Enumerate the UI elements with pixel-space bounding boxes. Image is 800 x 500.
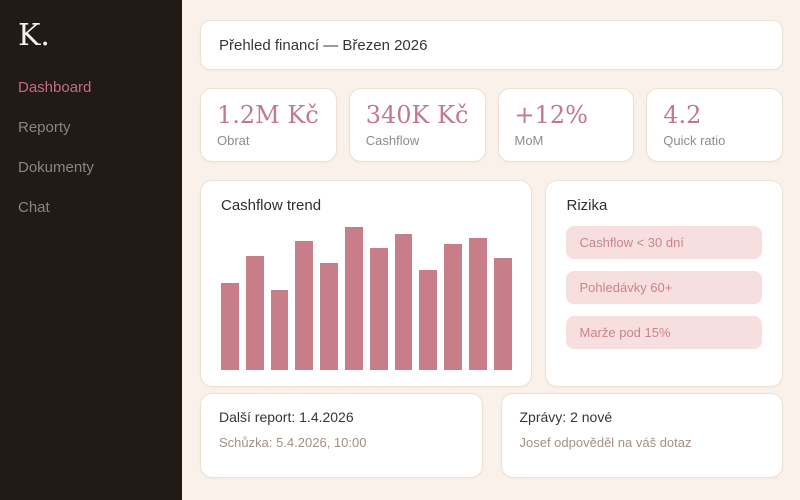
stat-label: MoM <box>514 133 544 149</box>
stat-card-mom: +12% MoM <box>497 88 635 162</box>
chart-bar-5 <box>320 262 338 370</box>
chart-bar-2 <box>245 255 264 370</box>
bottom-row: Další report: 1.4.2026 Schůzka: 5.4.2026… <box>200 393 783 478</box>
sidebar: K. Dashboard Reporty Dokumenty Chat <box>0 0 182 500</box>
chart-title: Cashflow trend <box>221 197 322 214</box>
chart-bar-4 <box>295 241 314 370</box>
sidebar-nav: Dashboard Reporty Dokumenty Chat <box>18 75 182 220</box>
stats-row: 1.2M Kč Obrat 340K Kč Cashflow +12% MoM 4.2 Qui… <box>200 88 783 162</box>
page-title: Přehled financí — Březen 2026 <box>219 36 428 54</box>
chart-bar-7 <box>369 248 388 370</box>
sidebar-item-chat[interactable]: Chat <box>18 199 50 216</box>
cashflow-trend-card: Cashflow trend <box>200 180 533 387</box>
middle-row: Cashflow trend Rizika Cashflow < 30 dní P… <box>200 180 783 387</box>
chart-bar-6 <box>344 227 363 370</box>
sidebar-item-reporty[interactable]: Reporty <box>18 119 71 136</box>
chart-bar-8 <box>394 234 413 370</box>
cashflow-bar-chart <box>221 227 512 370</box>
sidebar-item-dokumenty[interactable]: Dokumenty <box>18 159 94 176</box>
page-header-card: Přehled financí — Březen 2026 <box>200 20 783 70</box>
stat-value: 340K Kč <box>365 101 469 129</box>
next-report-title: Další report: 1.4.2026 <box>219 409 354 425</box>
chart-bar-9 <box>419 269 438 370</box>
stat-label: Quick ratio <box>663 133 726 149</box>
chart-bar-3 <box>270 289 289 370</box>
risk-pill-3: Marže pod 15% <box>566 316 762 349</box>
risk-pill-2: Pohledávky 60+ <box>566 271 762 304</box>
risks-card: Rizika Cashflow < 30 dní Pohledávky 60+ Ma… <box>545 180 783 387</box>
sidebar-item-dashboard[interactable]: Dashboard <box>18 79 92 96</box>
stat-value: 4.2 <box>663 101 702 129</box>
messages-subtitle: Josef odpověděl na váš dotaz <box>519 435 692 450</box>
risks-title: Rizika <box>566 197 608 214</box>
app-logo: K. <box>18 18 50 53</box>
next-report-card: Další report: 1.4.2026 Schůzka: 5.4.2026… <box>200 393 483 478</box>
stat-label: Cashflow <box>365 133 420 149</box>
stat-label: Obrat <box>217 133 250 149</box>
chart-bar-11 <box>468 238 487 370</box>
chart-bar-12 <box>493 258 512 370</box>
next-meeting-subtitle: Schůzka: 5.4.2026, 10:00 <box>219 435 367 450</box>
chart-bar-10 <box>444 244 462 370</box>
stat-value: 1.2M Kč <box>217 101 319 129</box>
risk-pill-1: Cashflow < 30 dní <box>566 226 762 259</box>
messages-card: Zprávy: 2 nové Josef odpověděl na váš do… <box>500 393 783 478</box>
chart-bar-1 <box>221 282 239 370</box>
stat-card-obrat: 1.2M Kč Obrat <box>200 88 337 162</box>
risks-list: Cashflow < 30 dní Pohledávky 60+ Marže pod… <box>566 226 762 349</box>
stat-value: +12% <box>514 101 588 129</box>
messages-title: Zprávy: 2 nové <box>519 409 613 425</box>
stat-card-quick-ratio: 4.2 Quick ratio <box>646 88 783 162</box>
stat-card-cashflow: 340K Kč Cashflow <box>348 88 486 162</box>
main-content: Přehled financí — Březen 2026 1.2M Kč Obr… <box>182 0 800 500</box>
